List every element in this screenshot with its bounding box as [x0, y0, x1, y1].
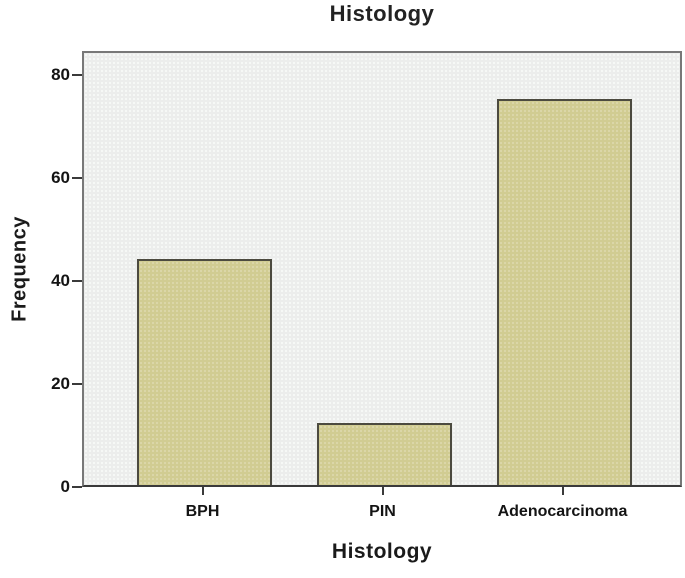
bar-bph — [137, 259, 272, 485]
y-tick-mark — [72, 486, 82, 488]
y-tick-mark — [72, 383, 82, 386]
x-tick-label: PIN — [369, 503, 396, 520]
x-tick-mark — [561, 487, 564, 495]
y-tick-label: 80 — [51, 65, 70, 85]
x-axis-title: Histology — [331, 540, 433, 563]
y-tick-mark — [72, 74, 82, 77]
plot-area — [82, 51, 682, 487]
y-tick-mark — [72, 280, 82, 283]
y-tick-label: 60 — [51, 168, 70, 188]
y-tick-label: 20 — [51, 374, 70, 394]
y-tick-mark — [72, 177, 82, 180]
chart-title: Histology — [329, 1, 435, 26]
x-tick-mark — [381, 487, 384, 495]
bar-pin — [317, 423, 452, 485]
x-tick-label: BPH — [185, 503, 220, 520]
y-tick-label: 40 — [51, 271, 70, 291]
x-tick-label: Adenocarcinoma — [497, 503, 628, 520]
y-axis-title: Frequency — [8, 216, 31, 322]
bar-adenocarcinoma — [497, 99, 632, 485]
x-tick-mark — [201, 487, 204, 495]
y-tick-label: 0 — [60, 477, 70, 496]
